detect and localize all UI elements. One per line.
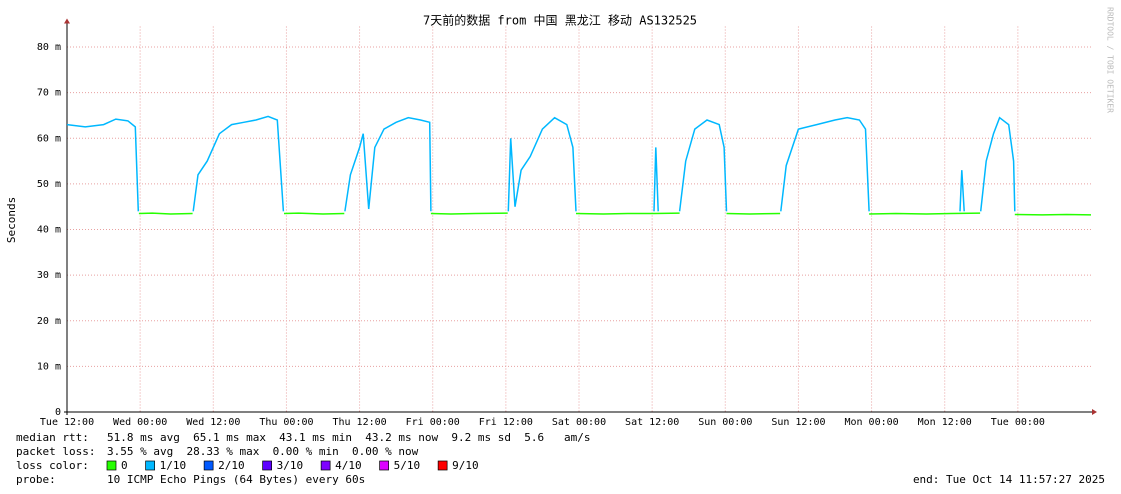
legend-label: 1/10 [160, 459, 187, 472]
watermark: RRDTOOL / TOBI OETIKER [1106, 7, 1115, 113]
legend-label: 3/10 [277, 459, 304, 472]
x-tick-label: Thu 12:00 [332, 417, 386, 428]
axis-arrow [1092, 409, 1097, 415]
legend-label: 5/10 [394, 459, 421, 472]
legend-swatch [106, 460, 117, 471]
y-tick-label: 40 m [37, 225, 61, 236]
y-tick-label: 30 m [37, 270, 61, 281]
y-tick-label: 60 m [37, 133, 61, 144]
legend-swatch [379, 460, 389, 471]
legend-swatch [145, 460, 155, 471]
axis-arrow [64, 18, 70, 24]
legend-swatch [203, 460, 214, 471]
x-tick-label: Thu 00:00 [259, 417, 313, 428]
stat-text: 3.55 % avg 28.33 % max 0.00 % min 0.00 %… [107, 445, 419, 458]
x-tick-label: Tue 00:00 [991, 417, 1045, 428]
x-tick-label: Sat 12:00 [625, 417, 679, 428]
series-line [138, 212, 1092, 216]
legend-swatch [437, 460, 448, 471]
x-tick-label: Fri 00:00 [406, 417, 460, 428]
x-tick-label: Sat 00:00 [552, 417, 606, 428]
x-tick-label: Wed 12:00 [186, 417, 240, 428]
probe-text: 10 ICMP Echo Pings (64 Bytes) every 60s [107, 473, 365, 486]
y-tick-label: 70 m [37, 88, 61, 99]
x-tick-label: Mon 12:00 [918, 417, 972, 428]
x-tick-label: Sun 00:00 [698, 417, 752, 428]
stat-label: median rtt: [16, 431, 89, 444]
legend-label: loss color: [16, 459, 89, 472]
legend-label: 2/10 [218, 459, 245, 472]
y-tick-label: 20 m [37, 316, 61, 327]
legend-label: 4/10 [335, 459, 362, 472]
probe-label: probe: [16, 473, 56, 486]
y-axis-label: Seconds [5, 197, 18, 243]
stat-text: 51.8 ms avg 65.1 ms max 43.1 ms min 43.2… [107, 431, 590, 444]
series-line [66, 115, 1016, 212]
legend-label: 0 [121, 459, 128, 472]
legend-label: 9/10 [452, 459, 479, 472]
x-tick-label: Wed 00:00 [113, 417, 167, 428]
x-tick-label: Sun 12:00 [771, 417, 825, 428]
y-tick-label: 50 m [37, 179, 61, 190]
y-tick-label: 80 m [37, 42, 61, 53]
y-tick-label: 0 [55, 407, 61, 418]
legend-swatch [262, 460, 272, 471]
x-tick-label: Mon 00:00 [844, 417, 898, 428]
x-tick-label: Fri 12:00 [479, 417, 533, 428]
stat-label: packet loss: [16, 445, 95, 458]
y-tick-label: 10 m [37, 361, 61, 372]
legend-swatch [320, 460, 331, 471]
end-time: end: Tue Oct 14 11:57:27 2025 [913, 473, 1105, 486]
chart-title: 7天前的数据 from 中国 黑龙江 移动 AS132525 [423, 13, 697, 28]
x-tick-label: Tue 12:00 [40, 417, 94, 428]
